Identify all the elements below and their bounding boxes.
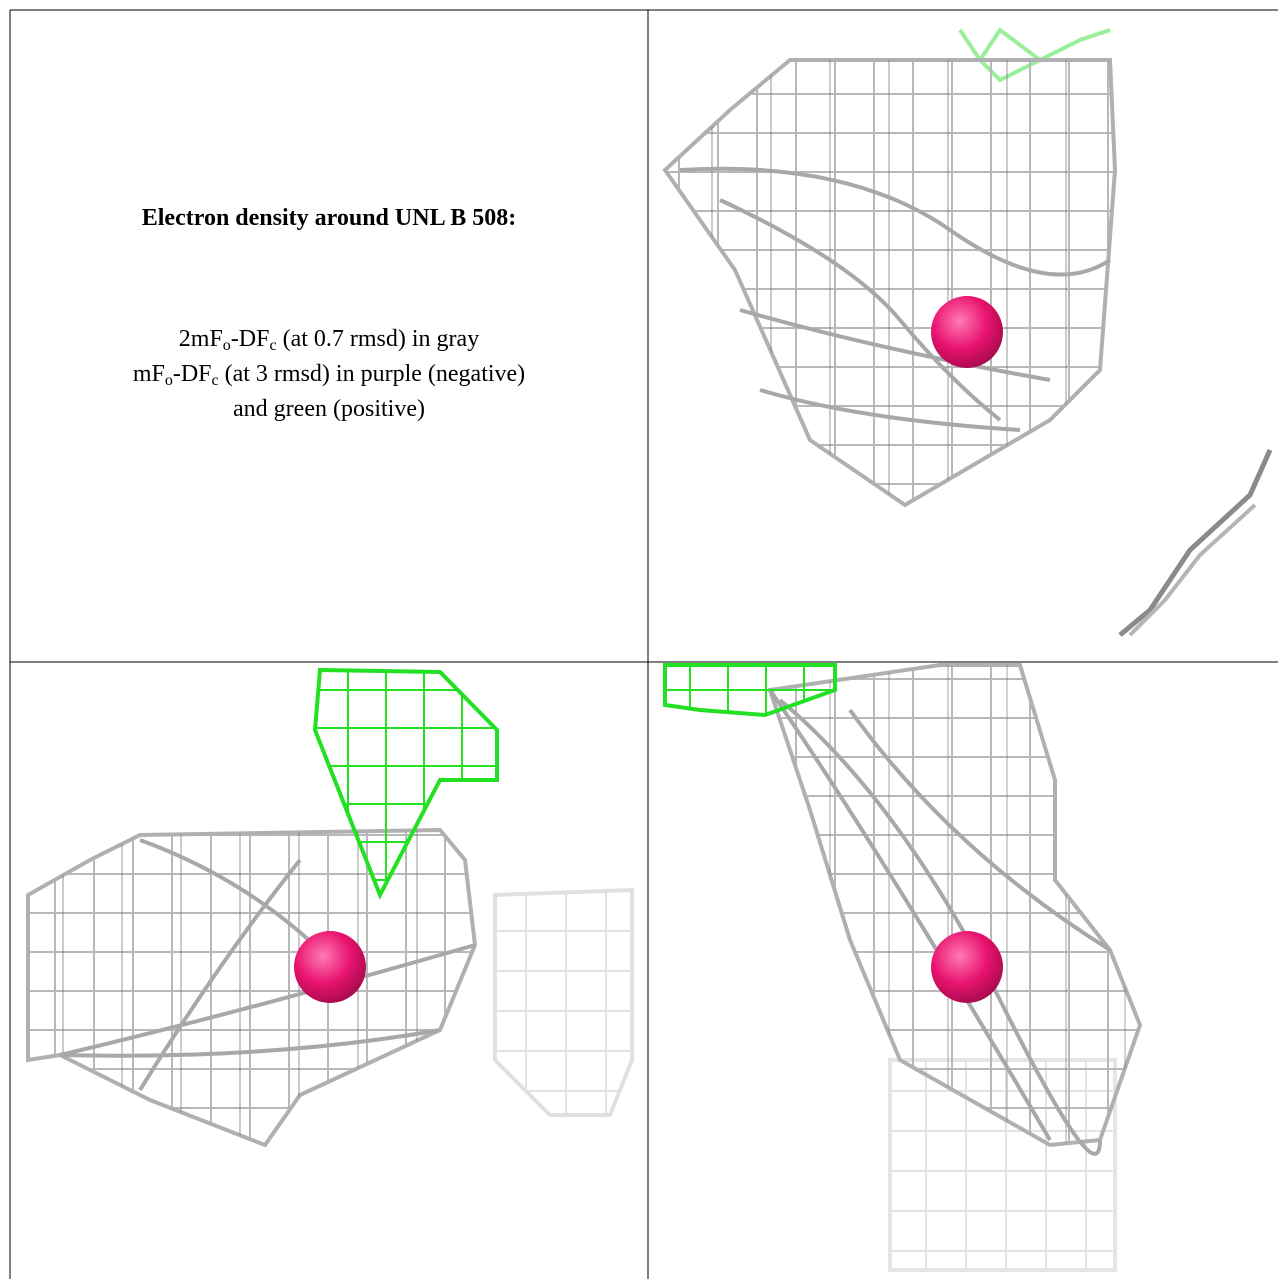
legend-text: (at 3 rmsd) in purple (negative) bbox=[218, 361, 526, 387]
legend-text: -DF bbox=[172, 361, 212, 387]
density-view-bottom-left bbox=[26, 667, 634, 1148]
legend-text: and green (positive) bbox=[233, 396, 425, 422]
legend-line: mFo-DFc (at 3 rmsd) in purple (negative) bbox=[12, 357, 646, 392]
frame bbox=[9, 9, 1278, 1279]
legend-subscript: c bbox=[269, 337, 277, 354]
legend-subscript: o bbox=[164, 372, 173, 389]
legend-text: mF bbox=[132, 361, 165, 387]
legend-subscript: o bbox=[222, 337, 231, 354]
legend-line: 2mFo-DFc (at 0.7 rmsd) in gray bbox=[12, 322, 646, 357]
legend-subscript: c bbox=[211, 372, 219, 389]
figure-title: Electron density around UNL B 508: bbox=[141, 205, 517, 231]
legend-line: and green (positive) bbox=[12, 392, 646, 427]
legend-text: (at 0.7 rmsd) in gray bbox=[276, 326, 480, 352]
legend-text: 2mF bbox=[178, 326, 223, 352]
legend: 2mFo-DFc (at 0.7 rmsd) in gray mFo-DFc (a… bbox=[12, 322, 646, 427]
legend-text: -DF bbox=[230, 326, 270, 352]
density-view-top-right bbox=[662, 27, 1273, 637]
density-view-bottom-right bbox=[663, 663, 1143, 1272]
